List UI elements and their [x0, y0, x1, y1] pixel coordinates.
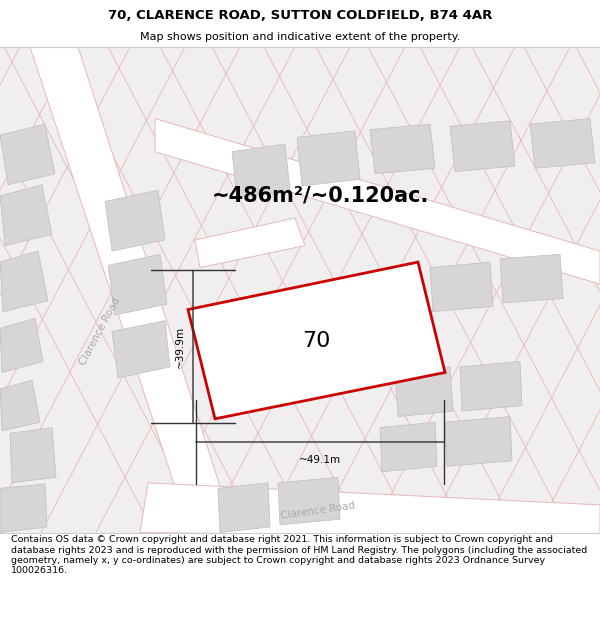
Polygon shape — [140, 483, 600, 538]
Polygon shape — [0, 251, 48, 312]
Polygon shape — [450, 121, 515, 172]
Polygon shape — [370, 124, 435, 174]
Polygon shape — [10, 428, 56, 483]
Polygon shape — [0, 124, 55, 185]
Polygon shape — [0, 185, 52, 246]
Polygon shape — [460, 361, 522, 411]
Polygon shape — [0, 318, 43, 372]
Polygon shape — [530, 119, 595, 168]
Text: ~39.9m: ~39.9m — [175, 326, 185, 367]
Text: 70: 70 — [302, 331, 331, 351]
Polygon shape — [105, 191, 165, 251]
Polygon shape — [278, 478, 340, 525]
Polygon shape — [380, 422, 437, 472]
Polygon shape — [0, 47, 600, 532]
Text: Clarence Road: Clarence Road — [280, 500, 356, 521]
Polygon shape — [108, 254, 167, 315]
Polygon shape — [195, 218, 305, 268]
Polygon shape — [188, 262, 445, 419]
Text: Contains OS data © Crown copyright and database right 2021. This information is : Contains OS data © Crown copyright and d… — [11, 535, 587, 576]
Polygon shape — [155, 119, 600, 284]
Polygon shape — [0, 484, 47, 532]
Polygon shape — [30, 47, 235, 532]
Text: Clarence Road: Clarence Road — [78, 296, 122, 368]
Polygon shape — [430, 262, 493, 312]
Polygon shape — [445, 417, 512, 466]
Polygon shape — [500, 254, 563, 303]
Text: ~486m²/~0.120ac.: ~486m²/~0.120ac. — [211, 186, 428, 206]
Polygon shape — [395, 367, 453, 417]
Polygon shape — [232, 144, 290, 198]
Polygon shape — [112, 321, 170, 378]
Text: ~49.1m: ~49.1m — [299, 454, 341, 464]
Text: Map shows position and indicative extent of the property.: Map shows position and indicative extent… — [140, 32, 460, 42]
Polygon shape — [297, 131, 360, 186]
Text: 70, CLARENCE ROAD, SUTTON COLDFIELD, B74 4AR: 70, CLARENCE ROAD, SUTTON COLDFIELD, B74… — [108, 9, 492, 22]
Polygon shape — [218, 483, 270, 532]
Polygon shape — [0, 380, 40, 431]
